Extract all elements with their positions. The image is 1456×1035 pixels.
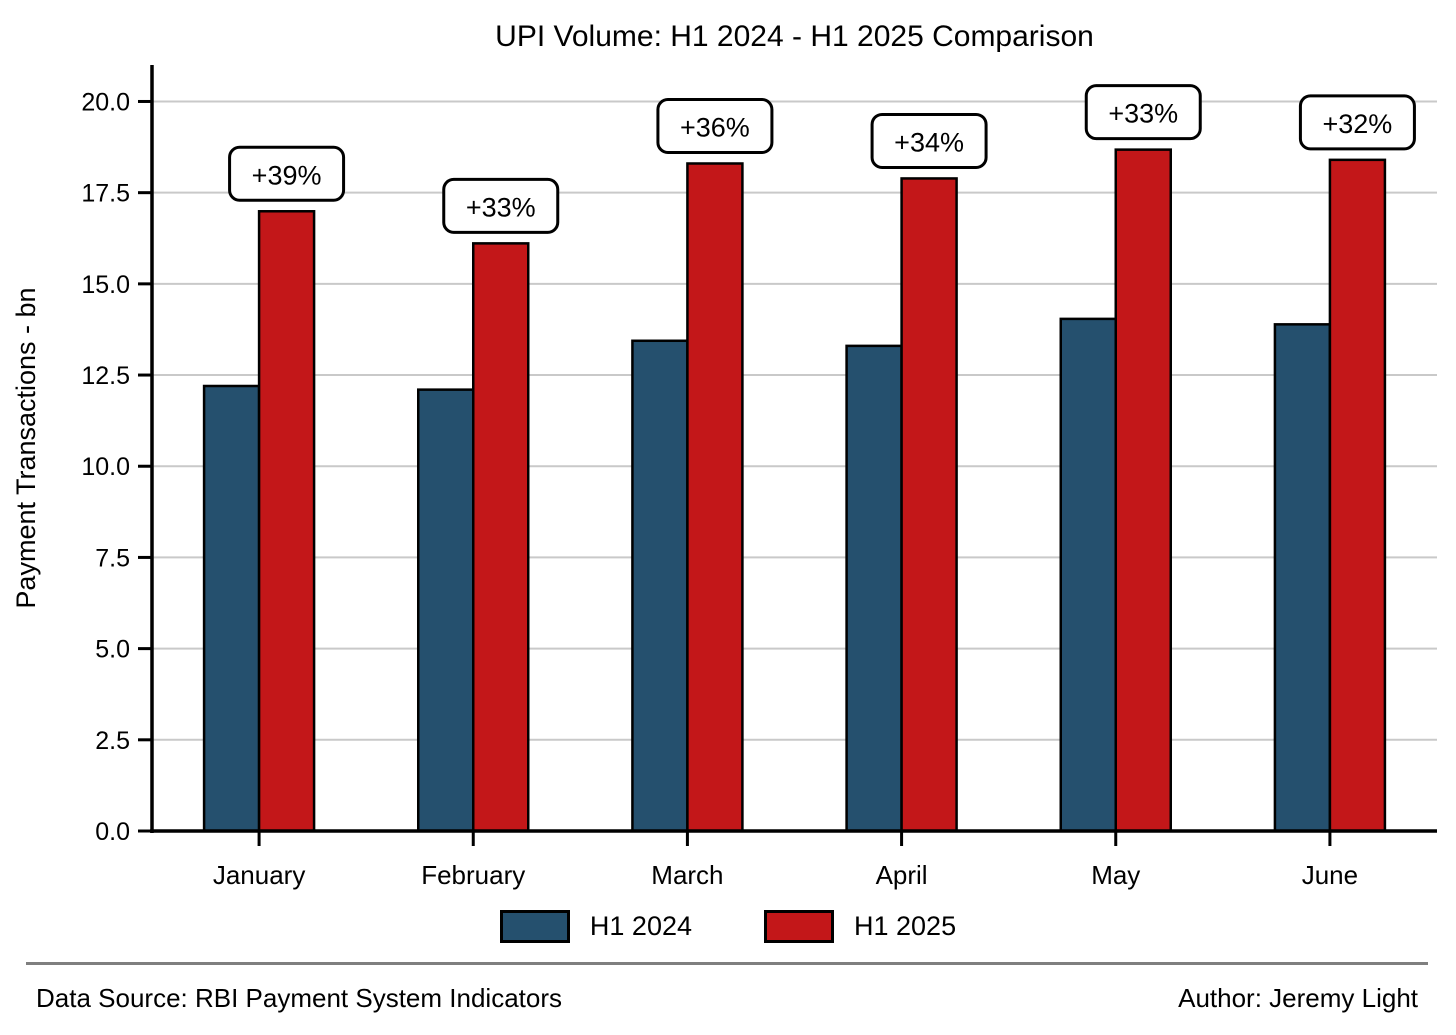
author-note: Author: Jeremy Light [1178, 983, 1418, 1013]
bar-h1-2025 [1328, 158, 1387, 833]
bar-h1-2025 [900, 177, 958, 833]
bar-h1-2025 [686, 162, 744, 833]
bar-h1-2024 [1273, 323, 1332, 833]
y-tick-label: 20.0 [81, 88, 130, 116]
bar-h1-2025 [472, 242, 530, 833]
y-tick-label: 17.5 [81, 180, 130, 208]
legend-item-h1-2024: H1 2024 [499, 910, 692, 943]
y-tick-label: 2.5 [95, 727, 130, 755]
bar-h1-2024 [202, 384, 261, 833]
bar-h1-2025 [1114, 148, 1172, 833]
annotation-box [442, 177, 560, 234]
x-tick-label: April [876, 860, 928, 890]
y-tick-label: 10.0 [81, 453, 130, 481]
y-tick-label: 5.0 [95, 636, 130, 664]
annotation-box [870, 112, 988, 169]
x-tick-label: January [213, 860, 306, 890]
chart-title: UPI Volume: H1 2024 - H1 2025 Comparison [495, 20, 1094, 53]
y-tick-label: 7.5 [95, 544, 130, 572]
chart-legend: H1 2024 H1 2025 [0, 910, 1456, 943]
bar-h1-2024 [631, 339, 689, 833]
annotation-box [656, 97, 774, 154]
bar-h1-2024 [845, 344, 903, 833]
legend-label-h1-2025: H1 2025 [854, 911, 957, 941]
annotation-label: +36% [680, 112, 750, 142]
annotation-label: +32% [1323, 109, 1393, 139]
bar-h1-2024 [1059, 317, 1117, 833]
annotation-box [1084, 84, 1202, 141]
data-source-note: Data Source: RBI Payment System Indicato… [36, 983, 562, 1013]
y-tick-label: 0.0 [95, 818, 130, 846]
annotation-label: +34% [894, 127, 964, 157]
annotation-label: +33% [1108, 99, 1178, 129]
x-tick-label: June [1302, 860, 1358, 890]
annotation-label: +33% [466, 192, 536, 222]
y-tick-label: 12.5 [81, 362, 130, 390]
x-tick-label: May [1091, 860, 1140, 890]
x-tick-label: February [421, 860, 525, 890]
annotation-box [1298, 94, 1416, 151]
y-tick-label: 15.0 [81, 271, 130, 299]
y-axis-label: Payment Transactions - bn [11, 287, 41, 608]
legend-swatch-h1-2025 [764, 910, 834, 943]
legend-label-h1-2024: H1 2024 [589, 911, 692, 941]
bar-h1-2024 [417, 388, 475, 833]
annotation-label: +39% [252, 160, 322, 190]
annotation-box [228, 145, 346, 202]
legend-swatch-h1-2024 [499, 910, 570, 943]
bar-h1-2025 [257, 210, 316, 833]
footer: Data Source: RBI Payment System Indicato… [36, 983, 1418, 1014]
legend-item-h1-2025: H1 2025 [764, 910, 956, 943]
footer-divider [26, 962, 1428, 965]
x-tick-label: March [651, 860, 723, 890]
